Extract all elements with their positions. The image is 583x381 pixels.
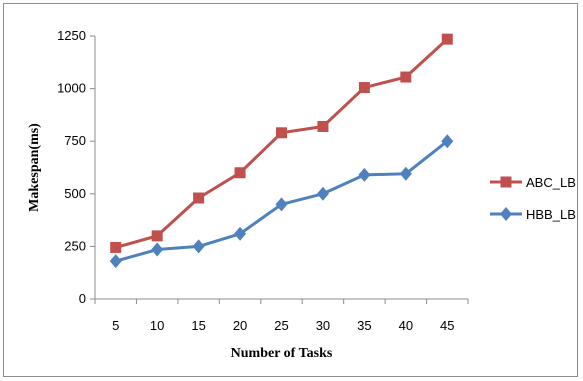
x-axis-label: Number of Tasks [231, 346, 333, 361]
data-point-ABC_LB [317, 120, 329, 132]
data-point-HBB_LB [358, 167, 371, 182]
series-line-ABC_LB [115, 38, 449, 249]
data-point-ABC_LB [110, 241, 122, 253]
y-axis-label: Makespan(ms) [27, 123, 42, 212]
y-tick-label: 750 [64, 133, 86, 148]
legend-label: HBB_LB [526, 207, 576, 222]
y-tick-label: 250 [64, 238, 86, 253]
legend: ABC_LB HBB_LB [490, 175, 576, 222]
x-tick-label: 15 [191, 318, 205, 333]
axes [94, 36, 468, 300]
data-point-ABC_LB [276, 127, 287, 139]
data-point-HBB_LB [399, 166, 412, 181]
y-ticks: 0 250 500 750 1000 1250 [57, 28, 95, 306]
data-point-HBB_LB [151, 242, 164, 257]
y-tick-label: 1000 [57, 81, 86, 96]
data-point-ABC_LB [193, 192, 205, 204]
series-layer [109, 33, 454, 269]
legend-marker-HBB_LB [500, 207, 512, 221]
data-point-HBB_LB [316, 186, 329, 201]
x-tick-label: 30 [316, 318, 330, 333]
data-point-ABC_LB [400, 71, 412, 83]
x-tick-label: 20 [233, 318, 247, 333]
x-tick-label: 40 [399, 318, 413, 333]
y-tick-label: 1250 [57, 28, 86, 43]
data-point-HBB_LB [192, 239, 205, 254]
data-point-ABC_LB [441, 33, 453, 45]
data-point-HBB_LB [275, 197, 288, 212]
x-tick-label: 35 [357, 318, 371, 333]
data-point-ABC_LB [358, 82, 370, 94]
x-ticks: 5 10 15 20 25 30 35 40 45 [94, 299, 469, 333]
x-tick-label: 25 [274, 318, 288, 333]
x-tick-label: 5 [112, 318, 119, 333]
data-point-HBB_LB [441, 134, 454, 149]
data-point-ABC_LB [151, 230, 163, 242]
y-tick-label: 0 [79, 291, 86, 306]
data-point-ABC_LB [234, 167, 246, 179]
chart-frame [3, 3, 578, 377]
data-point-HBB_LB [109, 254, 122, 269]
x-tick-label: 45 [440, 318, 454, 333]
legend-marker-ABC_LB [500, 176, 512, 188]
legend-label: ABC_LB [526, 175, 576, 190]
x-tick-label: 10 [150, 318, 164, 333]
y-tick-label: 500 [64, 186, 86, 201]
data-point-HBB_LB [234, 226, 247, 241]
